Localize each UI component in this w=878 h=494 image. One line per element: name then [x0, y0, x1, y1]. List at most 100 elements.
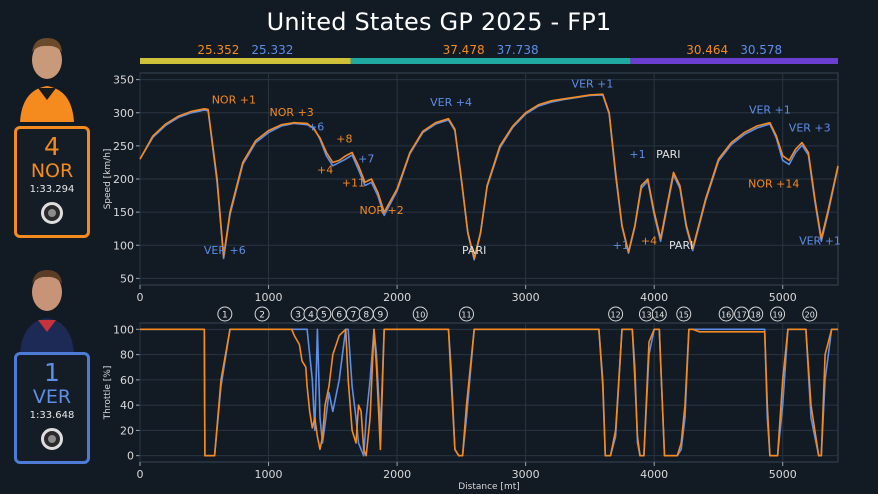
speed-annotation: PARI: [669, 239, 693, 252]
throttle-series-nor: [140, 328, 838, 457]
speed-annotation: +4: [317, 164, 333, 177]
driver-number-nor: 4: [44, 132, 60, 161]
speed-annotation: +11: [342, 176, 365, 189]
sector-3-ver-time: 30.578: [740, 43, 782, 57]
throttle-frame: [139, 322, 839, 463]
corner-marker-14: [651, 306, 667, 322]
corner-label-17: 17: [736, 311, 746, 320]
speed-ytick-label: 350: [113, 74, 134, 87]
speed-annotation: +7: [358, 152, 374, 165]
corner-label-20: 20: [805, 311, 815, 320]
corner-label-7: 7: [351, 311, 357, 321]
throttle-xtick-label: 4000: [640, 468, 668, 481]
speed-annotation: +1: [629, 148, 645, 161]
throttle-ytick-label: 0: [127, 450, 134, 463]
corner-label-19: 19: [772, 311, 782, 320]
throttle-xtick-label: 0: [137, 468, 144, 481]
corner-marker-10: [412, 306, 428, 322]
throttle-ytick-label: 20: [120, 424, 134, 437]
hard-tyre-icon: [41, 202, 63, 224]
speed-annotation: VER +6: [204, 244, 246, 257]
corner-label-2: 2: [259, 311, 265, 321]
driver-photo-ver-graphic: [20, 270, 74, 354]
sector-2-nor-time: 37.478: [443, 43, 485, 57]
corner-marker-9: [372, 306, 388, 322]
speed-ylabel: Speed [km/h]: [103, 149, 113, 210]
throttle-ytick-label: 80: [120, 349, 134, 362]
corner-marker-2: [254, 306, 270, 322]
sector-1-band: [140, 58, 351, 64]
speed-ytick-label: 200: [113, 173, 134, 186]
corner-label-13: 13: [641, 311, 651, 320]
speed-annotation: VER +1: [572, 78, 614, 91]
hard-tyre-icon: [41, 428, 63, 450]
speed-xtick-label: 4000: [640, 291, 668, 304]
speed-annotation: VER +1: [799, 235, 841, 248]
corner-marker-15: [676, 306, 692, 322]
sector-3-nor-time: 30.464: [686, 43, 728, 57]
corner-label-8: 8: [363, 311, 369, 321]
corner-label-1: 1: [222, 311, 228, 321]
speed-annotation: NOR +3: [270, 106, 314, 119]
driver-card-ver: 1 VER 1:33.648: [14, 352, 90, 464]
speed-series-nor: [139, 93, 839, 260]
speed-annotation: +1: [613, 239, 629, 252]
corner-label-11: 11: [461, 311, 471, 320]
speed-annotation: NOR +14: [748, 178, 799, 191]
speed-xtick-label: 1000: [255, 291, 283, 304]
corner-marker-1: [217, 306, 233, 322]
corner-label-18: 18: [751, 311, 761, 320]
throttle-xtick-label: 2000: [383, 468, 411, 481]
driver-photo-nor-graphic: [20, 38, 74, 122]
corner-marker-20: [802, 306, 818, 322]
corner-label-15: 15: [679, 311, 689, 320]
corner-label-10: 10: [415, 311, 425, 320]
throttle-ytick-label: 100: [113, 323, 134, 336]
speed-ytick-label: 100: [113, 239, 134, 252]
driver-code-nor: NOR: [30, 160, 74, 182]
driver-card-nor: 4 NOR 1:33.294: [14, 126, 90, 238]
sector-2-ver-time: 37.738: [497, 43, 539, 57]
throttle-xtick-label: 3000: [512, 468, 540, 481]
speed-annotation: NOR +2: [360, 204, 404, 217]
speed-ytick-label: 250: [113, 140, 134, 153]
corner-marker-12: [608, 306, 624, 322]
corner-marker-18: [748, 306, 764, 322]
speed-xtick-label: 3000: [512, 291, 540, 304]
throttle-ytick-label: 40: [120, 399, 134, 412]
speed-ytick-label: 150: [113, 206, 134, 219]
lap-time-ver: 1:33.648: [29, 410, 75, 421]
corner-label-16: 16: [721, 311, 731, 320]
speed-ytick-label: 300: [113, 107, 134, 120]
speed-annotation: +8: [336, 133, 352, 146]
sector-2-band: [350, 58, 631, 64]
speed-xtick-label: 0: [137, 291, 144, 304]
throttle-xtick-label: 5000: [769, 468, 797, 481]
corner-marker-11: [459, 306, 475, 322]
speed-panel: 50 100 150 200 250 300 350 0 1000 2000 3000 4000 500…: [103, 72, 841, 304]
corner-marker-16: [718, 306, 734, 322]
driver-photo-ver: [16, 262, 78, 354]
throttle-xlabel: Distance [mt]: [458, 482, 520, 492]
throttle-ytick-label: 60: [120, 374, 134, 387]
speed-xtick-label: 5000: [769, 291, 797, 304]
corner-label-12: 12: [611, 311, 621, 320]
speed-annotation: +4: [641, 235, 657, 248]
sector-1-nor-time: 25.352: [197, 43, 239, 57]
speed-xtick-label: 2000: [383, 291, 411, 304]
corner-label-6: 6: [336, 311, 342, 321]
corner-marker-5: [316, 306, 332, 322]
speed-annotation: PARI: [656, 148, 680, 161]
driver-code-ver: VER: [32, 386, 72, 408]
speed-annotation: VER +3: [789, 121, 831, 134]
throttle-series-ver: [140, 328, 838, 457]
sector-3-band: [630, 58, 838, 64]
throttle-ylabel: Throttle [%]: [103, 366, 113, 421]
speed-annotation: VER +1: [749, 103, 791, 116]
speed-annotation: NOR +1: [212, 93, 256, 106]
speed-annotation: VER +4: [430, 96, 472, 109]
lap-time-nor: 1:33.294: [29, 184, 75, 195]
speed-ytick-label: 50: [120, 272, 134, 285]
